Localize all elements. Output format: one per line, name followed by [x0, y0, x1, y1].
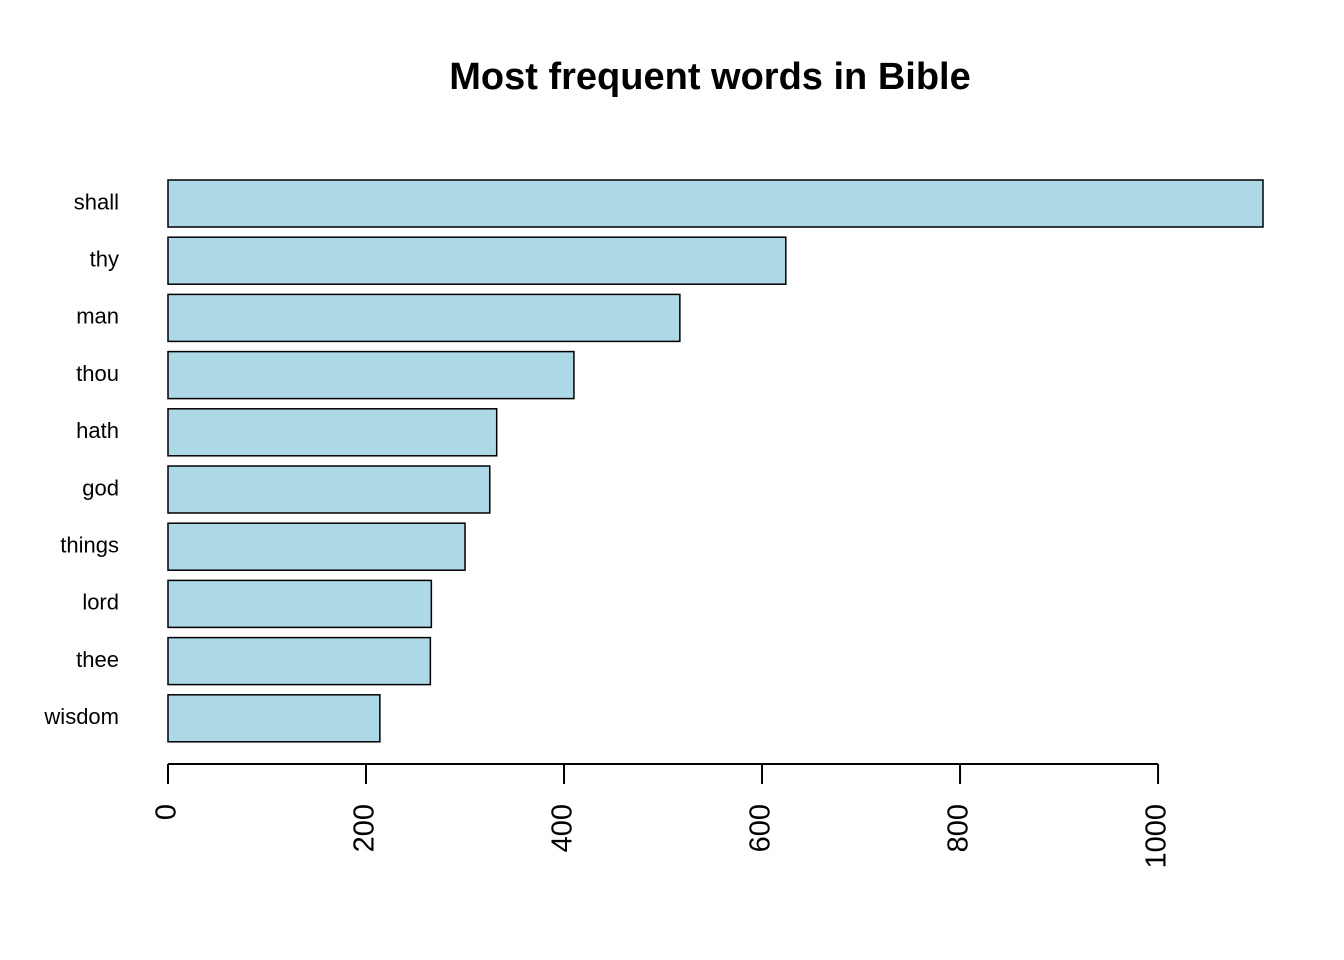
bar [167, 408, 498, 457]
x-tick-label: 400 [547, 804, 579, 852]
bar [167, 636, 432, 686]
y-tick-label: thou [76, 361, 119, 386]
y-tick-label: thy [90, 247, 119, 272]
y-tick-label: things [60, 533, 119, 558]
y-tick-label: shall [74, 189, 119, 214]
y-tick-label: hath [76, 418, 119, 443]
x-tick-label: 0 [151, 804, 183, 820]
bar [167, 179, 1264, 228]
bar [167, 350, 575, 400]
x-tick-label: 1000 [1141, 804, 1173, 869]
y-tick-label: lord [82, 590, 119, 615]
bar [167, 522, 466, 571]
y-tick-label: man [76, 304, 119, 329]
bar [167, 465, 491, 514]
x-tick-label: 800 [943, 804, 975, 852]
chart-title: Most frequent words in Bible [449, 56, 970, 98]
y-tick-label: god [82, 475, 119, 500]
y-tick-label: wisdom [43, 704, 119, 729]
bar [167, 293, 681, 343]
x-tick-label: 600 [745, 804, 777, 852]
bar [167, 579, 433, 629]
bar [167, 236, 787, 285]
y-tick-label: thee [76, 647, 119, 672]
bar [167, 694, 381, 743]
x-tick-label: 200 [349, 804, 381, 852]
